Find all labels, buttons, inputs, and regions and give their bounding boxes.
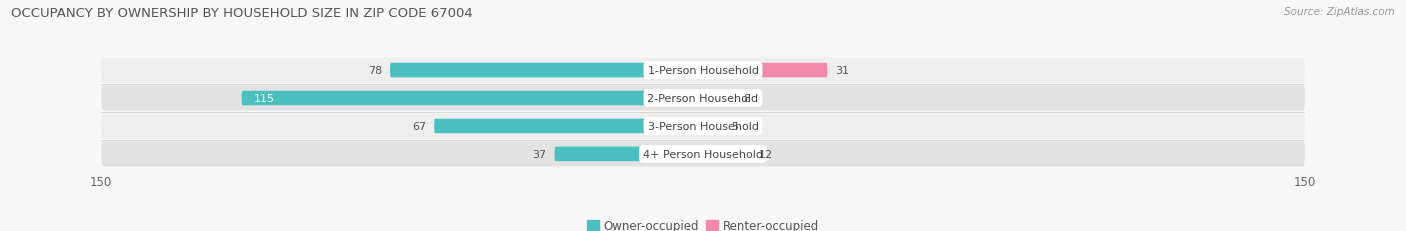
FancyBboxPatch shape [434,119,703,134]
Text: 115: 115 [253,94,274,103]
FancyBboxPatch shape [242,91,703,106]
Text: Source: ZipAtlas.com: Source: ZipAtlas.com [1284,7,1395,17]
Text: 5: 5 [731,122,738,131]
Text: 37: 37 [533,149,547,159]
Text: 31: 31 [835,66,849,76]
FancyBboxPatch shape [101,58,1305,83]
Text: 2-Person Household: 2-Person Household [647,94,759,103]
Text: 12: 12 [759,149,773,159]
Text: OCCUPANCY BY OWNERSHIP BY HOUSEHOLD SIZE IN ZIP CODE 67004: OCCUPANCY BY OWNERSHIP BY HOUSEHOLD SIZE… [11,7,472,20]
FancyBboxPatch shape [703,64,827,78]
FancyBboxPatch shape [703,91,735,106]
Text: 8: 8 [744,94,751,103]
FancyBboxPatch shape [554,147,703,161]
Text: 67: 67 [412,122,426,131]
Text: 3-Person Household: 3-Person Household [648,122,758,131]
FancyBboxPatch shape [101,86,1305,111]
Text: 4+ Person Household: 4+ Person Household [643,149,763,159]
FancyBboxPatch shape [101,114,1305,139]
FancyBboxPatch shape [703,119,723,134]
Text: 1-Person Household: 1-Person Household [648,66,758,76]
FancyBboxPatch shape [703,147,751,161]
FancyBboxPatch shape [389,64,703,78]
FancyBboxPatch shape [101,142,1305,167]
Text: 78: 78 [368,66,382,76]
Legend: Owner-occupied, Renter-occupied: Owner-occupied, Renter-occupied [582,214,824,231]
